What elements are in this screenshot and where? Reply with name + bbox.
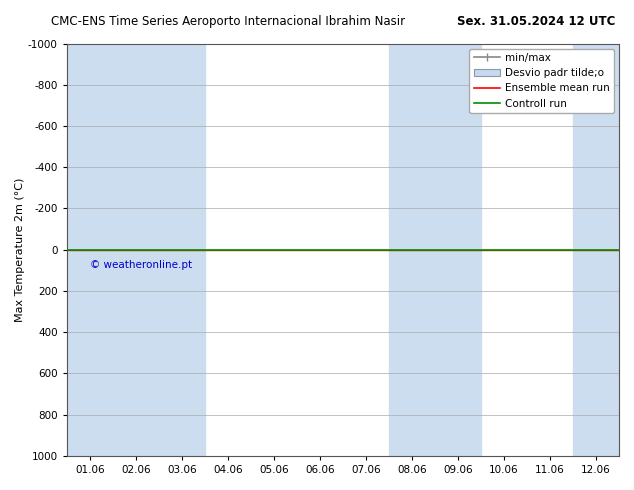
Text: © weatheronline.pt: © weatheronline.pt <box>90 260 192 270</box>
Bar <box>67 44 113 456</box>
Y-axis label: Max Temperature 2m (°C): Max Temperature 2m (°C) <box>15 177 25 322</box>
Legend: min/max, Desvio padr tilde;o, Ensemble mean run, Controll run: min/max, Desvio padr tilde;o, Ensemble m… <box>469 49 614 113</box>
Text: CMC-ENS Time Series Aeroporto Internacional Ibrahim Nasir: CMC-ENS Time Series Aeroporto Internacio… <box>51 15 405 28</box>
Bar <box>158 44 205 456</box>
Text: Sex. 31.05.2024 12 UTC: Sex. 31.05.2024 12 UTC <box>456 15 615 28</box>
Bar <box>389 44 435 456</box>
Bar <box>573 44 619 456</box>
Bar <box>113 44 158 456</box>
Bar <box>435 44 481 456</box>
